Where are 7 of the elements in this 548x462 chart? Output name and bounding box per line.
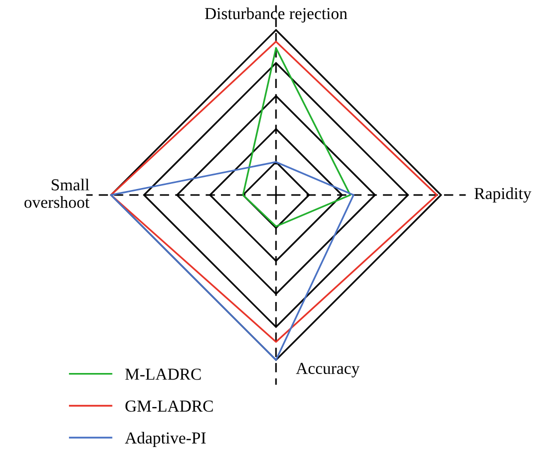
spoke-label: Disturbance rejection — [204, 7, 348, 23]
spoke-label: Small overshoot — [24, 178, 90, 208]
spoke-label: Rapidity — [474, 187, 532, 203]
spoke-label: Accuracy — [296, 362, 360, 378]
legend-label: GM-LADRC — [125, 400, 213, 412]
legend-label: Adaptive-PI — [124, 432, 206, 447]
legend-label: M-LADRC — [125, 368, 201, 380]
